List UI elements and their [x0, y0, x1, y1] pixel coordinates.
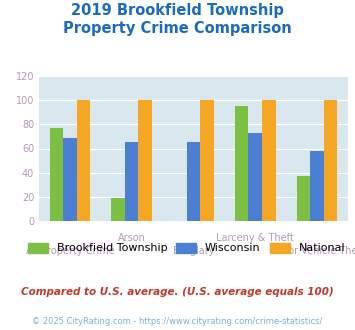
Text: Burglary: Burglary: [173, 246, 214, 256]
Bar: [200, 100, 214, 221]
Bar: [77, 100, 90, 221]
Legend: Brookfield Township, Wisconsin, National: Brookfield Township, Wisconsin, National: [23, 238, 350, 258]
Bar: [111, 198, 125, 221]
Bar: [138, 100, 152, 221]
Bar: [63, 138, 77, 221]
Text: 2019 Brookfield Township
Property Crime Comparison: 2019 Brookfield Township Property Crime …: [63, 3, 292, 36]
Text: © 2025 CityRating.com - https://www.cityrating.com/crime-statistics/: © 2025 CityRating.com - https://www.city…: [32, 317, 323, 326]
Text: Compared to U.S. average. (U.S. average equals 100): Compared to U.S. average. (U.S. average …: [21, 287, 334, 297]
Bar: [310, 151, 324, 221]
Bar: [187, 143, 200, 221]
Text: Arson: Arson: [118, 233, 146, 243]
Bar: [125, 143, 138, 221]
Text: Larceny & Theft: Larceny & Theft: [216, 233, 294, 243]
Bar: [262, 100, 275, 221]
Text: All Property Crime: All Property Crime: [26, 246, 114, 256]
Bar: [248, 133, 262, 221]
Text: Motor Vehicle Theft: Motor Vehicle Theft: [270, 246, 355, 256]
Bar: [297, 176, 310, 221]
Bar: [235, 106, 248, 221]
Bar: [50, 128, 63, 221]
Bar: [324, 100, 337, 221]
